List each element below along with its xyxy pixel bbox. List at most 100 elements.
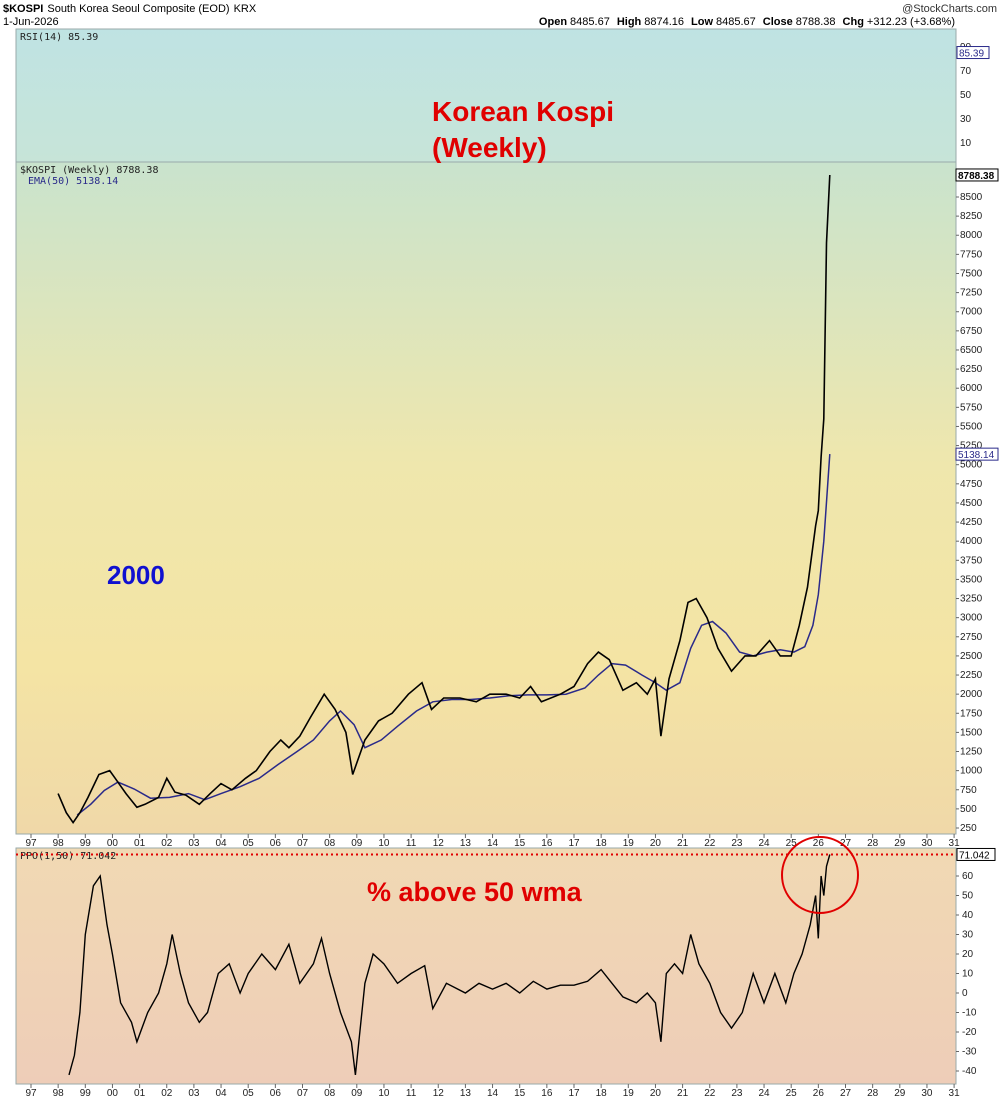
x-tick-label: 12 — [433, 838, 445, 849]
ppo-y-axis: -40 -30 -20 -10 0 10 20 30 40 50 60 — [956, 871, 977, 1077]
price-panel — [15, 161, 957, 835]
ema-last-tag: 5138.14 — [955, 447, 999, 461]
ppo-annotation: % above 50 wma — [367, 877, 583, 907]
title-annotation-line1: Korean Kospi — [432, 96, 614, 127]
price-tick-label: 3000 — [960, 613, 983, 624]
x-tick-label: 00 — [107, 1088, 119, 1099]
x-tick-label: 19 — [623, 838, 635, 849]
highlight-circle — [781, 836, 859, 914]
price-tick-label: 7250 — [960, 288, 983, 299]
x-tick-label: 24 — [758, 838, 770, 849]
x-tick-label: 01 — [134, 1088, 146, 1099]
x-tick-label: 03 — [188, 1088, 200, 1099]
x-tick-label: 06 — [270, 838, 282, 849]
price-tick-label: 500 — [960, 804, 977, 815]
x-tick-label: 12 — [433, 1088, 445, 1099]
x-tick-label: 27 — [840, 1088, 852, 1099]
ppo-last-tag: 71.042 — [956, 847, 996, 861]
x-tick-label: 11 — [406, 1088, 417, 1099]
ppo-tick-label: 10 — [962, 969, 974, 980]
price-tick-label: 8500 — [960, 192, 983, 203]
chart-header: $KOSPI South Korea Seoul Composite (EOD) K… — [3, 3, 997, 28]
rsi-tick-label: 70 — [960, 66, 972, 77]
rsi-legend: RSI(14) 85.39 — [20, 32, 98, 43]
title-annotation-line2: (Weekly) — [432, 132, 547, 163]
ppo-tick-label: 20 — [962, 949, 974, 960]
x-tick-label: 29 — [894, 1088, 906, 1099]
x-tick-label: 13 — [460, 838, 472, 849]
price-tick-label: 5000 — [960, 460, 983, 471]
price-last-tag: 8788.38 — [955, 168, 999, 182]
x-tick-label: 04 — [215, 1088, 227, 1099]
x-tick-label: 28 — [867, 1088, 879, 1099]
ppo-tick-label: 40 — [962, 910, 974, 921]
x-tick-label: 01 — [134, 838, 146, 849]
ema-50-line — [76, 454, 831, 816]
price-tick-label: 5250 — [960, 441, 983, 452]
x-tick-label: 05 — [243, 838, 255, 849]
x-tick-label: 22 — [704, 838, 716, 849]
x-tick-label: 07 — [297, 1088, 309, 1099]
price-tick-label: 4750 — [960, 479, 983, 490]
x-tick-label: 15 — [514, 1088, 526, 1099]
price-tick-label: 4500 — [960, 498, 983, 509]
price-tick-label: 2250 — [960, 670, 983, 681]
price-tick-label: 8250 — [960, 211, 983, 222]
price-tick-label: 750 — [960, 785, 977, 796]
rsi-panel — [15, 28, 957, 163]
rsi-tick-label: 10 — [960, 138, 972, 149]
x-tick-label: 10 — [378, 1088, 390, 1099]
price-tick-label: 4000 — [960, 536, 983, 547]
price-tick-label: 7750 — [960, 249, 983, 260]
price-tick-label: 5500 — [960, 421, 983, 432]
ppo-legend: PPO(1,50) 71.042 — [20, 851, 116, 862]
x-tick-label: 09 — [351, 838, 363, 849]
x-tick-label: 00 — [107, 838, 119, 849]
x-tick-label: 17 — [568, 838, 580, 849]
x-tick-label: 98 — [53, 1088, 65, 1099]
ppo-tick-label: 0 — [962, 988, 968, 999]
x-tick-label: 25 — [786, 1088, 798, 1099]
x-tick-label: 02 — [161, 1088, 173, 1099]
price-legend: $KOSPI (Weekly) 8788.38 — [20, 165, 158, 176]
price-tick-label: 3750 — [960, 555, 983, 566]
x-tick-label: 31 — [949, 838, 961, 849]
x-tick-label: 19 — [623, 1088, 635, 1099]
x-tick-label: 25 — [786, 838, 798, 849]
x-tick-label: 20 — [650, 838, 662, 849]
price-tick-label: 1750 — [960, 708, 983, 719]
ppo-x-axis: 97 98 99 00 01 02 03 04 05 06 07 08 09 10 11 12 13 14 15 16… — [25, 1084, 960, 1099]
ppo-tick-label: 50 — [962, 891, 974, 902]
ema-legend: EMA(50) 5138.14 — [28, 176, 118, 187]
x-tick-label: 06 — [270, 1088, 282, 1099]
price-tick-label: 1250 — [960, 747, 983, 758]
price-tick-label: 3250 — [960, 594, 983, 605]
price-tick-label: 8000 — [960, 230, 983, 241]
price-tick-label: 7500 — [960, 268, 983, 279]
svg-text:71.042: 71.042 — [959, 850, 990, 861]
ppo-tick-label: -10 — [962, 1008, 977, 1019]
x-tick-label: 31 — [949, 1088, 961, 1099]
x-tick-label: 08 — [324, 838, 336, 849]
ohlc-readout: Open 8485.67 High 8874.16 Low 8485.67 Close 878… — [539, 16, 955, 28]
price-tick-label: 2750 — [960, 632, 983, 643]
x-tick-label: 02 — [161, 838, 173, 849]
ppo-tick-label: 60 — [962, 871, 974, 882]
chart-date: 1-Jun-2026 — [3, 16, 59, 28]
price-tick-label: 1500 — [960, 727, 983, 738]
rsi-last-tag: 85.39 — [956, 46, 990, 60]
price-tick-label: 6000 — [960, 383, 983, 394]
symbol: $KOSPI — [3, 3, 43, 15]
x-tick-label: 08 — [324, 1088, 336, 1099]
ppo-tick-label: -20 — [962, 1027, 977, 1038]
x-tick-label: 16 — [541, 838, 553, 849]
x-tick-label: 20 — [650, 1088, 662, 1099]
rsi-tick-label: 50 — [960, 90, 972, 101]
x-tick-label: 18 — [596, 838, 608, 849]
watermark: @StockCharts.com — [902, 3, 997, 15]
svg-text:85.39: 85.39 — [959, 49, 984, 60]
price-tick-label: 6250 — [960, 364, 983, 375]
x-tick-label: 97 — [25, 1088, 37, 1099]
x-tick-label: 23 — [731, 838, 743, 849]
